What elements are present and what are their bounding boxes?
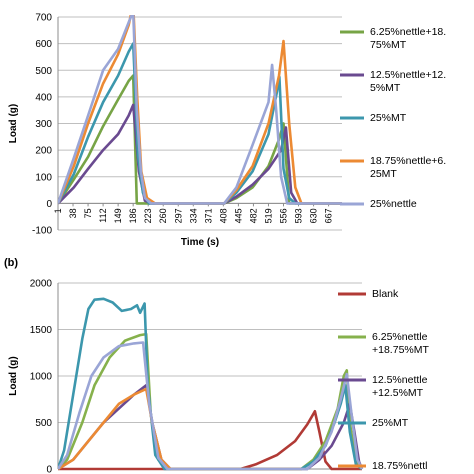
series-line-12-5-nettle-12-5-mt: [58, 103, 342, 205]
series-line-6-25-nettle-18-75-mt: [58, 332, 364, 471]
x-tick-label: 334: [188, 208, 198, 223]
series-line-18-75-nettle-6-25mt: [58, 387, 302, 471]
series-line-25-mt: [58, 297, 363, 471]
y-tick-label: 500: [35, 66, 52, 77]
panel-label: (b): [4, 257, 18, 269]
x-tick-label: 260: [158, 208, 168, 223]
series-line-25-nettle: [58, 15, 342, 205]
series-line-6-25-nettle-18-75-mt: [58, 74, 342, 205]
legend-label-12-5-nettle-12-5-mt: +12.5%MT: [372, 387, 424, 399]
x-tick-label: 482: [248, 208, 258, 223]
y-tick-label: 100: [35, 172, 52, 183]
x-tick-label: 38: [68, 208, 78, 218]
legend-label-18-75-nettle-6-25mt: 25MT: [370, 168, 397, 180]
legend-label-25-mt: 25%MT: [370, 112, 407, 124]
legend-label-12-5-nettle-12-5-mt: 5%MT: [370, 82, 401, 94]
y-tick-label: 200: [35, 146, 52, 157]
y-axis-title: Load (g): [8, 104, 19, 143]
x-axis-title: Time (s): [181, 237, 219, 248]
x-tick-label: 630: [309, 208, 319, 223]
x-tick-label: 223: [143, 208, 153, 223]
y-tick-label: 700: [35, 13, 52, 24]
y-tick-label: 300: [35, 119, 52, 130]
y-axis-title: Load (g): [8, 356, 19, 395]
legend-label-6-25-nettle-18-75-mt: 75%MT: [370, 39, 407, 51]
x-tick-label: 445: [233, 208, 243, 223]
series-line-25-nettle: [58, 341, 364, 471]
y-tick-label: 0: [46, 465, 52, 474]
legend-label-18-75-nettle-6-25mt: 18.75%nettl: [372, 460, 427, 472]
legend-label-12-5-nettle-12-5-mt: 12.5%nettle: [372, 374, 428, 386]
y-tick-label: 500: [35, 418, 52, 429]
y-tick-label: 600: [35, 39, 52, 50]
y-tick-label: 1500: [30, 325, 53, 336]
y-tick-label: 400: [35, 92, 52, 103]
x-tick-label: 112: [98, 208, 108, 222]
x-tick-label: 1: [53, 208, 63, 213]
x-tick-label: 149: [113, 208, 123, 223]
legend-label-25-mt: 25%MT: [372, 417, 409, 429]
series-line-18-75-nettle-6-25mt: [58, 15, 342, 205]
chart-panel-a: -100 0 100 200 300 400 500 600 700 1 38 75 112 149 186…: [8, 13, 446, 249]
x-tick-label: 371: [203, 208, 213, 223]
y-tick-label: 1000: [30, 372, 53, 383]
x-tick-label: 593: [294, 208, 304, 223]
x-tick-label: 186: [128, 208, 138, 223]
x-tick-label: 556: [278, 208, 288, 223]
series-line-blank: [58, 410, 362, 471]
legend-label-blank: Blank: [372, 288, 399, 300]
legend-label-12-5-nettle-12-5-mt: 12.5%nettle+12.: [370, 69, 446, 81]
y-tick-label: 0: [46, 199, 52, 210]
legend-label-25-nettle: 25%nettle: [370, 198, 417, 210]
y-tick-label: -100: [32, 226, 52, 237]
x-tick-label: 667: [324, 208, 334, 223]
legend-label-18-75-nettle-6-25mt: 18.75%nettle+6.: [370, 155, 446, 167]
legend-label-6-25-nettle-18-75-mt: 6.25%nettle+18.: [370, 26, 446, 38]
chart-panel-b: 0 500 1000 1500 2000 Load (g) (b) Blank 6.25%net…: [4, 257, 429, 474]
legend-label-6-25-nettle-18-75-mt: +18.75%MT: [372, 344, 429, 356]
x-tick-label: 75: [83, 208, 93, 218]
x-tick-label: 408: [218, 208, 228, 223]
legend-label-6-25-nettle-18-75-mt: 6.25%nettle: [372, 331, 428, 343]
x-tick-label: 519: [263, 208, 273, 223]
x-tick-label: 297: [173, 208, 183, 223]
y-tick-label: 2000: [30, 279, 53, 290]
